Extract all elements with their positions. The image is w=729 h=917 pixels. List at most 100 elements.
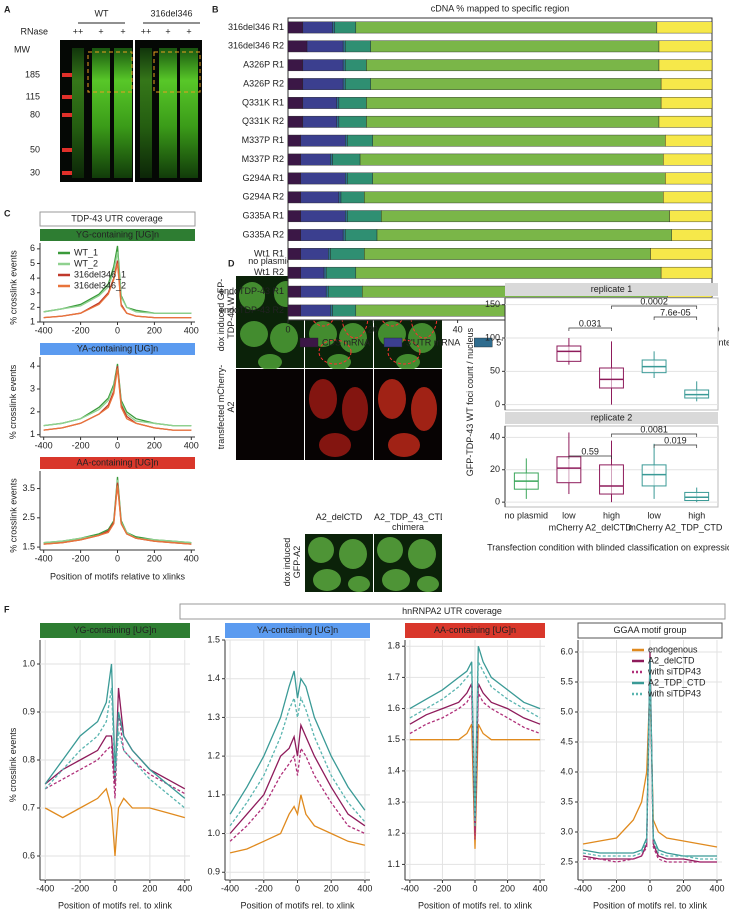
y-axis-label-box: % crosslink events [8, 728, 18, 803]
y-tick-label: 1.4 [387, 765, 400, 775]
y-tick-label: A326P R2 [243, 78, 284, 88]
y-axis-label-box: GFP-TDP-43 WT foci count / nucleus [465, 328, 475, 476]
x-tick-label: 0 [285, 324, 290, 334]
y-tick-label: Wt1 R1 [254, 248, 284, 258]
y-tick-label: 0.8 [22, 754, 35, 764]
x-tick-label: 200 [147, 553, 162, 563]
y-tick-label: 1.3 [387, 796, 400, 806]
bar-segment [300, 266, 325, 279]
y-tick-label: 1.0 [207, 828, 220, 838]
bar-segment [330, 304, 333, 317]
x-tick-label: 200 [676, 883, 691, 893]
facet-label: YA-containing [UG]n [257, 625, 338, 635]
x-axis-title: Transfection condition with blinded clas… [487, 542, 729, 552]
bar-segment [325, 266, 357, 279]
x-axis-label: Position of motifs rel. to xlink [418, 900, 533, 910]
box [599, 464, 624, 495]
legend-label: 316del346_2 [74, 280, 126, 290]
y-tick-label: 5 [30, 258, 35, 268]
x-tick-label: 0 [115, 325, 120, 335]
column-label: A2_delCTD [315, 512, 363, 522]
bar-segment [336, 115, 340, 128]
bar-segment [287, 115, 304, 128]
comparison-bracket [611, 305, 698, 309]
x-axis-label: Position of motifs relative to xlinks [50, 571, 186, 581]
nucleus [348, 576, 370, 592]
bar-segment [370, 40, 660, 53]
x-tick-label: 0 [295, 883, 300, 893]
bar-segment [300, 285, 327, 298]
roi-box [87, 51, 133, 93]
column-label-box: A2_delCTD [315, 512, 363, 522]
y-tick-label: 40 [490, 432, 500, 442]
bar-segment [300, 191, 340, 204]
bar-segment [325, 285, 329, 298]
bar-segment [328, 285, 363, 298]
bar-segment [366, 59, 660, 72]
y-tick-label: 2.5 [22, 512, 35, 522]
outline [387, 339, 421, 365]
x-tick-label: 400 [533, 883, 548, 893]
gel-lane [92, 48, 110, 178]
column-label-box: no plasmid [248, 256, 292, 266]
y-tick-label: 1.7 [387, 672, 400, 682]
bar-segment [332, 153, 361, 166]
bar-segment [345, 210, 348, 223]
bar-segment [300, 134, 346, 147]
y-tick-label: 5.0 [560, 706, 573, 716]
series-line [229, 746, 366, 842]
bar-segment [342, 40, 346, 53]
bar-segment [306, 40, 344, 53]
y-tick-label: 2 [30, 302, 35, 312]
y-tick-label: 150 [485, 299, 500, 309]
bar-segment [663, 153, 713, 166]
bar-segment [658, 59, 713, 72]
cell [319, 433, 351, 457]
y-tick-label: 0.6 [22, 850, 35, 860]
panel-letter: A [4, 4, 11, 14]
y-tick-label: 2.5 [560, 856, 573, 866]
facet-strip [40, 343, 195, 355]
y-tick-label: 1.5 [207, 634, 220, 644]
x-tick-label: 200 [147, 325, 162, 335]
marker-band [62, 171, 72, 175]
comparison-bracket [653, 316, 698, 320]
panel-letter: F [4, 604, 10, 614]
series-line [44, 787, 185, 857]
x-axis-label: Position of motifs rel. to xlink [58, 900, 173, 910]
nucleus [258, 354, 282, 370]
y-tick-label: 4 [30, 272, 35, 282]
row-label: dox induced GFP-A2 [282, 537, 302, 587]
y-tick-label: 0 [495, 399, 500, 409]
lane-label: ++ [73, 26, 84, 36]
x-tick-label: 200 [142, 883, 157, 893]
series-line [43, 368, 192, 431]
outline [318, 339, 352, 365]
group-label: mCherry A2_delCTD [549, 522, 633, 532]
bar-segment [300, 229, 344, 241]
p-value: 0.0081 [640, 424, 668, 434]
row-label-box: dox induced GFP-TDP-43 WT [216, 279, 236, 352]
legend-label: endogenous [648, 644, 698, 654]
bar-segment [302, 97, 337, 109]
nucleus [396, 354, 420, 370]
y-tick-label: 1.3 [207, 712, 220, 722]
bar-segment [345, 134, 348, 147]
x-tick-label: -400 [401, 883, 419, 893]
y-tick-label: 1.1 [387, 859, 400, 869]
bar-segment [669, 210, 713, 223]
facet-strip [40, 457, 195, 469]
marker-label: 115 [26, 91, 40, 101]
y-axis-label: % crosslink events [8, 250, 18, 325]
bar-segment [300, 172, 346, 185]
marker-label: 80 [30, 109, 40, 119]
bar-segment [330, 153, 333, 166]
x-tick-label: 200 [324, 883, 339, 893]
bar-segment [342, 59, 346, 72]
y-tick-label: 1 [30, 429, 35, 439]
marker-label: 50 [30, 144, 40, 154]
facet-strip [577, 622, 723, 639]
marker-band [62, 95, 72, 99]
bar-segment [347, 210, 382, 223]
